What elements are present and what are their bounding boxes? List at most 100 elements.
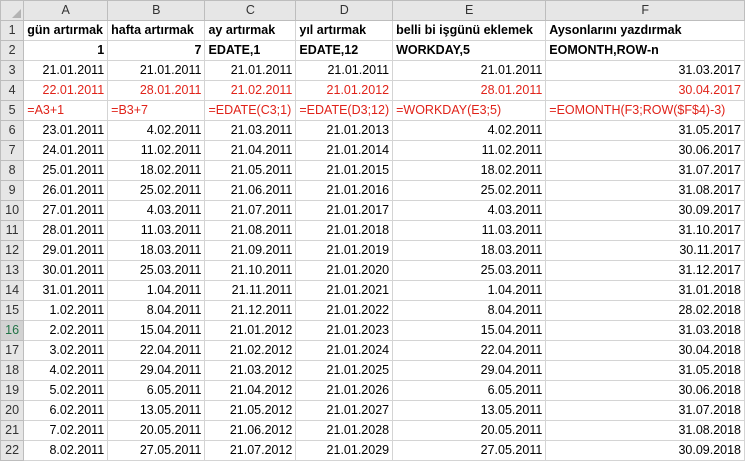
cell-e22[interactable]: 27.05.2011 bbox=[392, 440, 547, 461]
cell-d18[interactable]: 21.01.2025 bbox=[295, 360, 394, 381]
cell-f12[interactable]: 30.11.2017 bbox=[545, 240, 745, 261]
cell-b7[interactable]: 11.02.2011 bbox=[107, 140, 206, 161]
cell-e3[interactable]: 21.01.2011 bbox=[392, 60, 547, 81]
cell-a2[interactable]: 1 bbox=[23, 40, 109, 61]
select-all-corner[interactable] bbox=[0, 0, 25, 21]
cell-e15[interactable]: 8.04.2011 bbox=[392, 300, 547, 321]
cell-b10[interactable]: 4.03.2011 bbox=[107, 200, 206, 221]
cell-e19[interactable]: 6.05.2011 bbox=[392, 380, 547, 401]
cell-b11[interactable]: 11.03.2011 bbox=[107, 220, 206, 241]
cell-e10[interactable]: 4.03.2011 bbox=[392, 200, 547, 221]
cell-c17[interactable]: 21.02.2012 bbox=[204, 340, 297, 361]
cell-f15[interactable]: 28.02.2018 bbox=[545, 300, 745, 321]
column-header-a[interactable]: A bbox=[23, 0, 109, 21]
cell-e7[interactable]: 11.02.2011 bbox=[392, 140, 547, 161]
cell-e8[interactable]: 18.02.2011 bbox=[392, 160, 547, 181]
cell-b6[interactable]: 4.02.2011 bbox=[107, 120, 206, 141]
row-header-5[interactable]: 5 bbox=[0, 100, 25, 121]
cell-f19[interactable]: 30.06.2018 bbox=[545, 380, 745, 401]
cell-d16[interactable]: 21.01.2023 bbox=[295, 320, 394, 341]
cell-d15[interactable]: 21.01.2022 bbox=[295, 300, 394, 321]
cell-d19[interactable]: 21.01.2026 bbox=[295, 380, 394, 401]
cell-b21[interactable]: 20.05.2011 bbox=[107, 420, 206, 441]
cell-a16[interactable]: 2.02.2011 bbox=[23, 320, 109, 341]
row-header-8[interactable]: 8 bbox=[0, 160, 25, 181]
cell-f1[interactable]: Aysonlarını yazdırmak bbox=[545, 20, 745, 41]
cell-d21[interactable]: 21.01.2028 bbox=[295, 420, 394, 441]
cell-b2[interactable]: 7 bbox=[107, 40, 206, 61]
cell-d20[interactable]: 21.01.2027 bbox=[295, 400, 394, 421]
cell-d12[interactable]: 21.01.2019 bbox=[295, 240, 394, 261]
cell-c21[interactable]: 21.06.2012 bbox=[204, 420, 297, 441]
cell-f22[interactable]: 30.09.2018 bbox=[545, 440, 745, 461]
cell-b13[interactable]: 25.03.2011 bbox=[107, 260, 206, 281]
row-header-6[interactable]: 6 bbox=[0, 120, 25, 141]
cell-a1[interactable]: gün artırmak bbox=[23, 20, 109, 41]
row-header-22[interactable]: 22 bbox=[0, 440, 25, 461]
row-header-20[interactable]: 20 bbox=[0, 400, 25, 421]
cell-f16[interactable]: 31.03.2018 bbox=[545, 320, 745, 341]
cell-d14[interactable]: 21.01.2021 bbox=[295, 280, 394, 301]
cell-f18[interactable]: 31.05.2018 bbox=[545, 360, 745, 381]
cell-d3[interactable]: 21.01.2011 bbox=[295, 60, 394, 81]
cell-f21[interactable]: 31.08.2018 bbox=[545, 420, 745, 441]
cell-b4[interactable]: 28.01.2011 bbox=[107, 80, 206, 101]
cell-e4[interactable]: 28.01.2011 bbox=[392, 80, 547, 101]
cell-d5[interactable]: =EDATE(D3;12) bbox=[295, 100, 394, 121]
cell-e9[interactable]: 25.02.2011 bbox=[392, 180, 547, 201]
cell-b17[interactable]: 22.04.2011 bbox=[107, 340, 206, 361]
cell-f9[interactable]: 31.08.2017 bbox=[545, 180, 745, 201]
cell-c11[interactable]: 21.08.2011 bbox=[204, 220, 297, 241]
row-header-15[interactable]: 15 bbox=[0, 300, 25, 321]
cell-b16[interactable]: 15.04.2011 bbox=[107, 320, 206, 341]
cell-c15[interactable]: 21.12.2011 bbox=[204, 300, 297, 321]
cell-b15[interactable]: 8.04.2011 bbox=[107, 300, 206, 321]
row-header-16[interactable]: 16 bbox=[0, 320, 25, 341]
row-header-12[interactable]: 12 bbox=[0, 240, 25, 261]
cell-a18[interactable]: 4.02.2011 bbox=[23, 360, 109, 381]
cell-d8[interactable]: 21.01.2015 bbox=[295, 160, 394, 181]
cell-e1[interactable]: belli bi işgünü eklemek bbox=[392, 20, 547, 41]
cell-c4[interactable]: 21.02.2011 bbox=[204, 80, 297, 101]
cell-c9[interactable]: 21.06.2011 bbox=[204, 180, 297, 201]
column-header-f[interactable]: F bbox=[545, 0, 745, 21]
cell-d4[interactable]: 21.01.2012 bbox=[295, 80, 394, 101]
cell-b14[interactable]: 1.04.2011 bbox=[107, 280, 206, 301]
cell-e21[interactable]: 20.05.2011 bbox=[392, 420, 547, 441]
row-header-13[interactable]: 13 bbox=[0, 260, 25, 281]
cell-c19[interactable]: 21.04.2012 bbox=[204, 380, 297, 401]
cell-a17[interactable]: 3.02.2011 bbox=[23, 340, 109, 361]
cell-d2[interactable]: EDATE,12 bbox=[295, 40, 394, 61]
cell-a11[interactable]: 28.01.2011 bbox=[23, 220, 109, 241]
column-header-b[interactable]: B bbox=[107, 0, 206, 21]
cell-f13[interactable]: 31.12.2017 bbox=[545, 260, 745, 281]
row-header-9[interactable]: 9 bbox=[0, 180, 25, 201]
cell-c2[interactable]: EDATE,1 bbox=[204, 40, 297, 61]
cell-a9[interactable]: 26.01.2011 bbox=[23, 180, 109, 201]
cell-d6[interactable]: 21.01.2013 bbox=[295, 120, 394, 141]
cell-c3[interactable]: 21.01.2011 bbox=[204, 60, 297, 81]
cell-a10[interactable]: 27.01.2011 bbox=[23, 200, 109, 221]
row-header-21[interactable]: 21 bbox=[0, 420, 25, 441]
cell-f3[interactable]: 31.03.2017 bbox=[545, 60, 745, 81]
cell-c16[interactable]: 21.01.2012 bbox=[204, 320, 297, 341]
column-header-e[interactable]: E bbox=[392, 0, 547, 21]
cell-c20[interactable]: 21.05.2012 bbox=[204, 400, 297, 421]
cell-f6[interactable]: 31.05.2017 bbox=[545, 120, 745, 141]
cell-b8[interactable]: 18.02.2011 bbox=[107, 160, 206, 181]
cell-a5[interactable]: =A3+1 bbox=[23, 100, 109, 121]
cell-e2[interactable]: WORKDAY,5 bbox=[392, 40, 547, 61]
column-header-d[interactable]: D bbox=[295, 0, 394, 21]
cell-b1[interactable]: hafta artırmak bbox=[107, 20, 206, 41]
cell-f10[interactable]: 30.09.2017 bbox=[545, 200, 745, 221]
cell-c7[interactable]: 21.04.2011 bbox=[204, 140, 297, 161]
cell-c10[interactable]: 21.07.2011 bbox=[204, 200, 297, 221]
cell-a6[interactable]: 23.01.2011 bbox=[23, 120, 109, 141]
cell-d17[interactable]: 21.01.2024 bbox=[295, 340, 394, 361]
row-header-19[interactable]: 19 bbox=[0, 380, 25, 401]
cell-a22[interactable]: 8.02.2011 bbox=[23, 440, 109, 461]
cell-f8[interactable]: 31.07.2017 bbox=[545, 160, 745, 181]
cell-b18[interactable]: 29.04.2011 bbox=[107, 360, 206, 381]
cell-c12[interactable]: 21.09.2011 bbox=[204, 240, 297, 261]
